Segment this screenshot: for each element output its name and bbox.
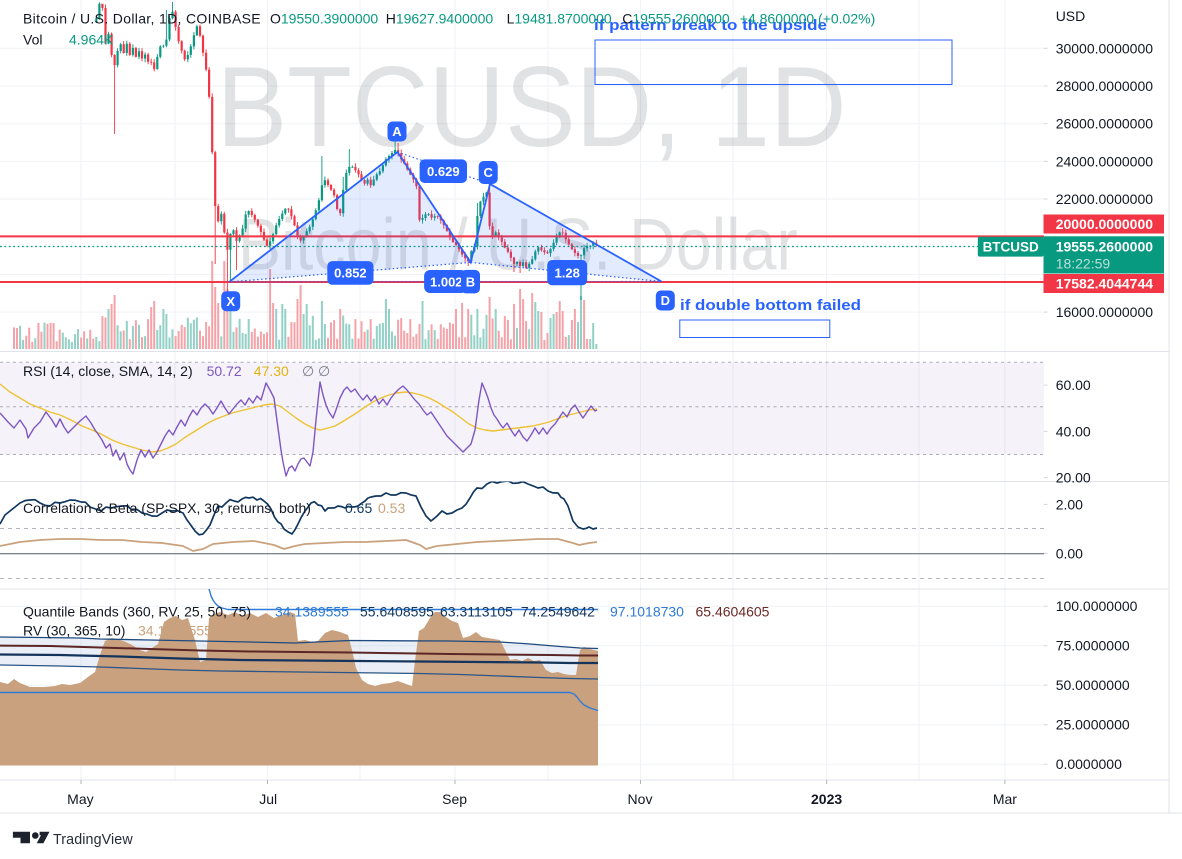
svg-text:D: D	[661, 293, 670, 308]
svg-text:Vol: Vol	[23, 32, 42, 48]
svg-text:Bitcoin / U.S. Dollar, 1D, COI: Bitcoin / U.S. Dollar, 1D, COINBASE	[23, 11, 261, 27]
svg-text:if double bottom failed: if double bottom failed	[680, 297, 861, 314]
svg-text:O19550.3900000: O19550.3900000	[270, 11, 378, 27]
svg-text:74.2549642: 74.2549642	[521, 604, 595, 620]
svg-text:97.1018730: 97.1018730	[610, 604, 684, 620]
svg-text:22000.0000000: 22000.0000000	[1056, 191, 1154, 207]
svg-text:USD: USD	[1056, 8, 1086, 24]
svg-text:2.00: 2.00	[1056, 496, 1083, 512]
svg-text:0.65: 0.65	[345, 500, 372, 516]
svg-text:∅: ∅	[318, 363, 330, 379]
svg-text:2023: 2023	[811, 791, 842, 807]
svg-text:20.00: 20.00	[1056, 470, 1091, 486]
svg-text:Quantile Bands (360, RV, 25, 5: Quantile Bands (360, RV, 25, 50, 75)	[23, 604, 251, 620]
svg-text:if pattern break to the upside: if pattern break to the upside	[594, 17, 827, 34]
svg-text:16000.0000000: 16000.0000000	[1056, 304, 1154, 320]
svg-text:+4.8600000 (+0.02%): +4.8600000 (+0.02%)	[740, 11, 875, 27]
svg-text:1.28: 1.28	[555, 265, 580, 280]
svg-text:34.1389555: 34.1389555	[138, 623, 212, 639]
svg-text:18:22:59: 18:22:59	[1056, 256, 1111, 272]
svg-text:0.00: 0.00	[1056, 545, 1083, 561]
svg-text:1.002: 1.002	[430, 275, 463, 290]
svg-text:May: May	[67, 791, 93, 807]
svg-text:Nov: Nov	[628, 791, 653, 807]
svg-text:BTCUSD, 1D: BTCUSD, 1D	[217, 44, 847, 171]
svg-text:BTCUSD: BTCUSD	[983, 240, 1039, 255]
svg-text:RSI (14, close, SMA, 14, 2): RSI (14, close, SMA, 14, 2)	[23, 363, 193, 379]
svg-text:0.0000000: 0.0000000	[1056, 756, 1122, 772]
svg-text:50.0000000: 50.0000000	[1056, 677, 1130, 693]
svg-text:H19627.9400000: H19627.9400000	[386, 11, 494, 27]
svg-text:0.53: 0.53	[378, 500, 405, 516]
svg-text:60.00: 60.00	[1056, 377, 1091, 393]
svg-text:65.4604605: 65.4604605	[696, 604, 770, 620]
svg-text:19555.2600000: 19555.2600000	[1056, 239, 1154, 255]
svg-text:26000.0000000: 26000.0000000	[1056, 116, 1154, 132]
svg-text:L19481.8700000: L19481.8700000	[507, 11, 612, 27]
svg-text:Sep: Sep	[442, 791, 467, 807]
svg-text:TradingView: TradingView	[53, 832, 133, 848]
svg-text:20000.0000000: 20000.0000000	[1056, 216, 1154, 232]
svg-text:Correlation & Beta (SP:SPX, 30: Correlation & Beta (SP:SPX, 30, returns,…	[23, 500, 311, 516]
svg-text:4.964K: 4.964K	[69, 32, 114, 48]
svg-text:RV (30, 365, 10): RV (30, 365, 10)	[23, 623, 125, 639]
svg-text:24000.0000000: 24000.0000000	[1056, 153, 1154, 169]
svg-text:Jul: Jul	[259, 791, 277, 807]
svg-text:∅: ∅	[302, 363, 314, 379]
svg-text:30000.0000000: 30000.0000000	[1056, 40, 1154, 56]
svg-text:C19555.2600000: C19555.2600000	[622, 11, 730, 27]
svg-text:C: C	[484, 165, 494, 180]
svg-text:55.6408595: 55.6408595	[360, 604, 434, 620]
svg-text:40.00: 40.00	[1056, 423, 1091, 439]
svg-text:75.0000000: 75.0000000	[1056, 638, 1130, 654]
svg-text:28000.0000000: 28000.0000000	[1056, 78, 1154, 94]
svg-text:X: X	[226, 294, 235, 309]
svg-text:B: B	[466, 274, 475, 289]
svg-text:50.72: 50.72	[207, 363, 242, 379]
svg-text:0.852: 0.852	[334, 266, 367, 281]
svg-text:Mar: Mar	[993, 791, 1017, 807]
svg-text:0.629: 0.629	[427, 164, 460, 179]
svg-text:34.1389555: 34.1389555	[275, 604, 349, 620]
svg-text:17582.4044744: 17582.4044744	[1056, 276, 1154, 292]
svg-text:25.0000000: 25.0000000	[1056, 717, 1130, 733]
svg-text:100.0000000: 100.0000000	[1056, 598, 1138, 614]
svg-text:63.3113105: 63.3113105	[440, 604, 513, 620]
svg-text:A: A	[392, 124, 402, 139]
svg-text:47.30: 47.30	[254, 363, 289, 379]
